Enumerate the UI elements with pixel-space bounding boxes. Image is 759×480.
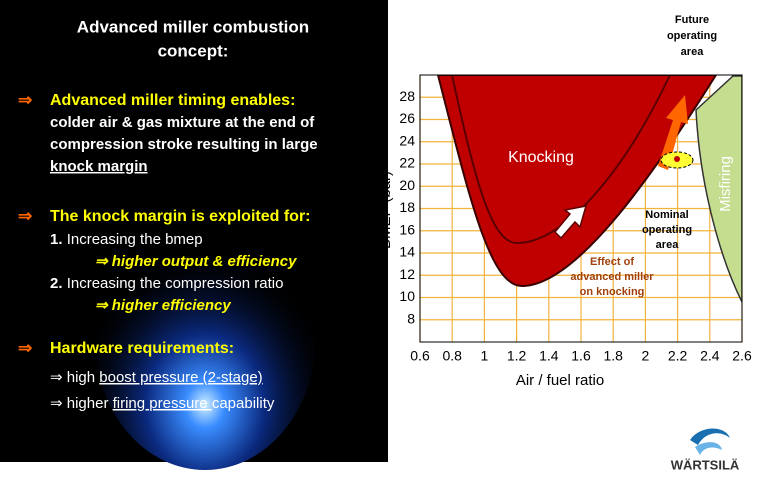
x-tick-label: 0.6 <box>410 348 430 364</box>
x-tick-label: 1.2 <box>507 348 527 364</box>
region-label: Misfiring <box>717 156 734 212</box>
future-label: operating <box>667 30 717 42</box>
future-arrow <box>658 95 688 170</box>
nominal-label: operating <box>642 224 692 236</box>
future-label: Future <box>675 14 709 26</box>
y-tick-label: 8 <box>407 310 415 326</box>
original-knock-line <box>451 75 671 245</box>
list-item: 2. Increasing the compression ratio <box>50 275 283 292</box>
x-tick-label: 1 <box>481 348 489 364</box>
x-axis-title: Air / fuel ratio <box>516 372 604 389</box>
y-tick-label: 16 <box>399 221 415 237</box>
x-tick-label: 0.8 <box>442 348 462 364</box>
item-text: Increasing the compression ratio <box>67 275 284 292</box>
flame <box>95 210 315 470</box>
bullet-arrow: ⇒ <box>18 338 32 357</box>
bullet-arrow: ⇒ <box>18 90 32 109</box>
y-tick-label: 12 <box>399 266 415 282</box>
bullet-arrow: ⇒ <box>18 206 32 225</box>
future-label: area <box>681 46 705 58</box>
effect-label: advanced miller <box>570 271 654 283</box>
sub-item: ⇒ higher efficiency <box>95 297 231 314</box>
x-tick-label: 2.6 <box>732 348 752 364</box>
item-text: Increasing the bmep <box>67 231 203 248</box>
y-tick-label: 26 <box>399 110 415 126</box>
list-item: ⇒ high boost pressure (2-stage) <box>50 369 263 386</box>
text: ⇒ higher <box>50 395 113 412</box>
x-tick-label: 1.8 <box>603 348 623 364</box>
title: Advanced miller combustion <box>77 17 309 36</box>
body-line: colder air & gas mixture at the end of <box>50 114 315 131</box>
text: capability <box>212 395 275 412</box>
y-tick-label: 20 <box>399 177 415 193</box>
logo-swirl <box>690 428 730 445</box>
nominal-point <box>674 156 680 162</box>
x-tick-label: 2 <box>642 348 650 364</box>
y-tick-label: 24 <box>399 132 415 148</box>
y-tick-label: 28 <box>399 88 415 104</box>
underlined: firing pressure <box>113 395 212 412</box>
effect-label: Effect of <box>590 256 634 268</box>
y-axis-title: BMEP (bar) <box>377 171 394 249</box>
x-tick-label: 2.4 <box>700 348 720 364</box>
y-tick-label: 10 <box>399 288 415 304</box>
plot-border <box>419 74 743 343</box>
heading: Advanced miller timing enables: <box>50 92 295 109</box>
y-tick-label: 18 <box>399 199 415 215</box>
text: ⇒ high <box>50 369 99 386</box>
y-tick-label: 22 <box>399 155 415 171</box>
list-item: 1. Increasing the bmep <box>50 231 203 248</box>
title: concept: <box>158 41 229 60</box>
heading: The knock margin is exploited for: <box>50 208 311 225</box>
num: 1. <box>50 231 67 248</box>
effect-label: on knocking <box>580 286 645 298</box>
chart: Knocking Misfiring Nominal operating are… <box>377 14 752 389</box>
x-tick-label: 1.6 <box>571 348 591 364</box>
underlined: boost pressure (2-stage) <box>99 369 262 386</box>
body-line: knock margin <box>50 158 148 175</box>
logo-swirl <box>695 442 722 455</box>
num: 2. <box>50 275 67 292</box>
x-tick-label: 2.2 <box>668 348 688 364</box>
heading: Hardware requirements: <box>50 340 234 357</box>
sub-item: ⇒ higher output & efficiency <box>95 253 297 270</box>
y-tick-label: 14 <box>399 244 415 260</box>
x-tick-label: 1.4 <box>539 348 559 364</box>
list-item: ⇒ higher firing pressure capability <box>50 395 275 412</box>
region-label: Knocking <box>508 149 574 166</box>
nominal-label: Nominal <box>645 209 688 221</box>
logo-text: WÄRTSILÄ <box>671 457 740 472</box>
body-line: compression stroke resulting in large <box>50 136 318 153</box>
miller-arrow <box>553 205 588 240</box>
nominal-label: area <box>656 239 680 251</box>
